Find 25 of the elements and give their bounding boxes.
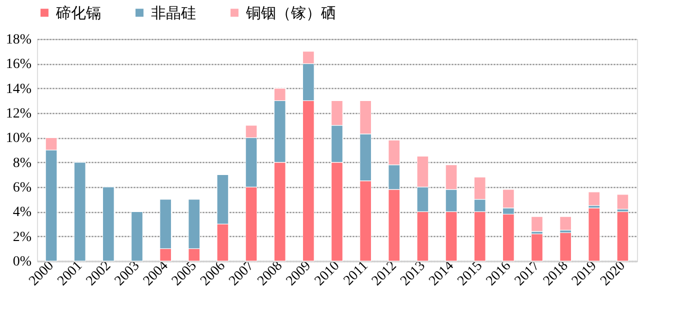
y-tick-label: 4% [12,205,32,220]
bar [530,234,544,262]
legend-label: 铜铟（镓）硒 [245,4,336,22]
bar [130,211,144,262]
bar [74,162,86,262]
y-tick-label: 16% [6,57,32,72]
y-tick-label: 14% [6,82,32,97]
bar [530,216,544,232]
y-tick-label: 0% [12,254,32,270]
x-tick-label: 2011 [341,258,372,289]
legend-label: 碲化镉 [55,4,101,22]
bar [560,232,572,262]
bar [616,194,629,210]
legend-label: 非晶硅 [151,4,196,22]
bar [560,216,572,230]
y-tick-label: 18% [6,32,32,48]
bar [588,208,600,262]
bar [588,192,600,206]
y-tick-label: 8% [12,156,32,171]
y-tick-label: 10% [6,131,32,146]
y-tick-label: 6% [12,180,32,196]
bar [616,211,629,262]
y-tick-label: 2% [12,230,32,245]
bar [102,186,114,262]
y-tick-label: 12% [6,106,32,122]
